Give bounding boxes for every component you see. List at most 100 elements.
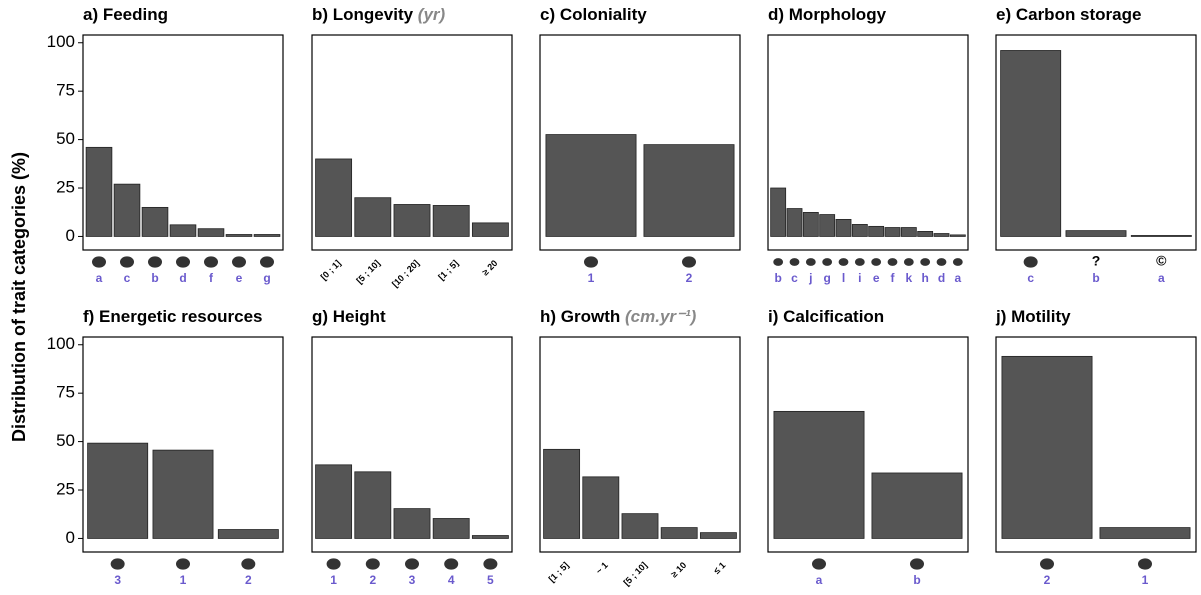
x-tick-label: k <box>905 271 912 285</box>
x-tick-label: a <box>816 573 823 587</box>
category-icon <box>204 256 218 267</box>
bar <box>787 209 802 237</box>
x-tick-label: a <box>96 271 103 285</box>
x-tick-label: 1 <box>588 271 595 285</box>
bar <box>820 215 835 237</box>
x-tick-label: [0 ; 1] <box>319 258 343 282</box>
panel-title: a) Feeding <box>83 5 168 24</box>
bar <box>869 226 884 236</box>
x-tick-label: c <box>124 271 131 285</box>
bar <box>316 465 352 539</box>
x-tick-label: 2 <box>686 271 693 285</box>
bar <box>316 159 352 236</box>
title-text: a) Feeding <box>83 5 168 24</box>
x-tick-label: l <box>842 271 845 285</box>
y-tick-label: 25 <box>56 178 75 197</box>
category-icon <box>444 558 458 569</box>
x-tick-label: ≥ 20 <box>480 258 499 277</box>
title-unit: (yr) <box>418 5 446 24</box>
x-tick-label: ≥ 10 <box>669 560 688 579</box>
title-text: i) Calcification <box>768 307 884 326</box>
category-icon <box>682 256 696 267</box>
y-tick-label: 25 <box>56 480 75 499</box>
category-icon <box>953 258 963 266</box>
x-tick-label: f <box>891 271 896 285</box>
y-tick-label: 0 <box>66 226 75 245</box>
bar <box>774 411 864 538</box>
x-tick-label: c <box>1027 271 1034 285</box>
bar <box>355 198 391 237</box>
bar <box>803 212 818 236</box>
bar <box>583 477 619 539</box>
x-tick-label: g <box>263 271 270 285</box>
category-icon <box>1024 256 1038 267</box>
panel-title: f) Energetic resources <box>83 307 263 326</box>
x-tick-label: 2 <box>245 573 252 587</box>
category-symbol: © <box>1156 253 1167 269</box>
category-icon <box>241 558 255 569</box>
bar <box>153 450 213 538</box>
x-tick-label: ≤ 1 <box>712 560 728 576</box>
x-tick-label: g <box>823 271 830 285</box>
title-text: d) Morphology <box>768 5 887 24</box>
x-tick-label: d <box>938 271 945 285</box>
x-tick-label: 5 <box>487 573 494 587</box>
bar <box>950 235 965 237</box>
x-tick-label: a <box>954 271 961 285</box>
bar <box>86 147 112 236</box>
x-tick-label: b <box>774 271 781 285</box>
bar <box>394 509 430 539</box>
title-text: c) Coloniality <box>540 5 647 24</box>
bar <box>472 536 508 539</box>
bar <box>198 229 224 237</box>
title-unit: (cm.yr⁻¹) <box>625 307 697 326</box>
x-tick-label: 2 <box>369 573 376 587</box>
bar <box>885 228 900 237</box>
x-tick-label: i <box>858 271 861 285</box>
category-icon <box>822 258 832 266</box>
y-tick-label: 75 <box>56 383 75 402</box>
category-icon <box>888 258 898 266</box>
x-tick-label: b <box>1092 271 1099 285</box>
bar <box>433 518 469 538</box>
bar <box>1002 356 1092 538</box>
title-text: g) Height <box>312 307 386 326</box>
chart: Distribution of trait categories (%) a) … <box>0 0 1201 595</box>
bar <box>88 443 148 538</box>
x-tick-label: 1 <box>180 573 187 587</box>
category-icon <box>904 258 914 266</box>
x-tick-label: d <box>179 271 186 285</box>
y-tick-label: 0 <box>66 528 75 547</box>
panel-title: i) Calcification <box>768 307 884 326</box>
title-text: e) Carbon storage <box>996 5 1141 24</box>
panel-title: e) Carbon storage <box>996 5 1141 24</box>
x-tick-label: e <box>873 271 880 285</box>
category-icon <box>910 558 924 569</box>
x-tick-label: [1 ; 5] <box>436 258 460 282</box>
bar <box>901 228 916 237</box>
bar <box>700 533 736 539</box>
category-icon <box>584 256 598 267</box>
x-tick-label: 3 <box>114 573 121 587</box>
panel-title: d) Morphology <box>768 5 887 24</box>
panel-title: b) Longevity (yr) <box>312 5 446 24</box>
x-tick-label: [5 ; 10] <box>354 258 382 286</box>
category-icon <box>483 558 497 569</box>
x-tick-label: j <box>808 271 812 285</box>
x-tick-label: b <box>151 271 158 285</box>
x-tick-label: 4 <box>448 573 455 587</box>
title-text: j) Motility <box>995 307 1071 326</box>
bar <box>771 188 786 236</box>
category-icon <box>176 558 190 569</box>
title-text: f) Energetic resources <box>83 307 263 326</box>
category-icon <box>148 256 162 267</box>
bar <box>918 231 933 236</box>
bar <box>872 473 962 538</box>
bar <box>170 225 196 237</box>
category-icon <box>790 258 800 266</box>
x-tick-label: f <box>209 271 214 285</box>
bar <box>546 135 636 237</box>
y-tick-label: 100 <box>47 334 75 353</box>
category-icon <box>937 258 947 266</box>
category-symbol: ? <box>1092 253 1101 269</box>
